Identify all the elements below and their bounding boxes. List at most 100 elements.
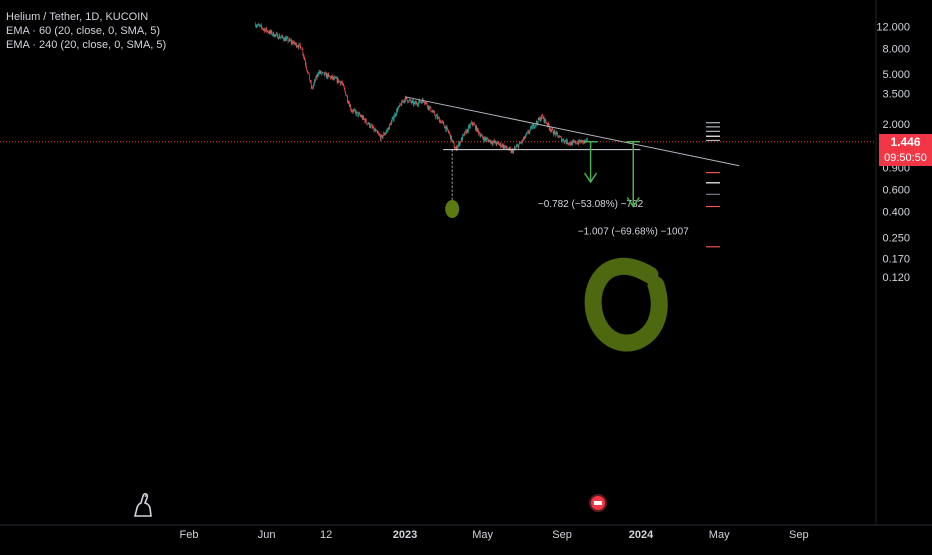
tradingview-dino-icon[interactable] xyxy=(131,490,155,518)
candle-body xyxy=(381,135,383,136)
candle-body xyxy=(318,71,320,75)
time-tick-label: 2023 xyxy=(393,529,417,541)
candle-body xyxy=(343,83,344,87)
candle-body xyxy=(580,141,582,143)
candle-body xyxy=(395,114,396,116)
candle-body xyxy=(363,116,364,119)
candle-body xyxy=(514,147,516,149)
candle-body xyxy=(492,141,494,144)
candle-body xyxy=(493,140,494,142)
candle-body xyxy=(530,127,531,130)
candle-body xyxy=(528,131,529,133)
candle-body xyxy=(442,121,444,123)
candle-body xyxy=(481,135,482,136)
candle-body xyxy=(368,122,370,125)
candle-body xyxy=(369,122,370,127)
candle-body xyxy=(488,139,489,142)
candle-body xyxy=(283,39,285,41)
time-axis[interactable]: Feb Jun 12 2023 May Sep 2024 May Sep xyxy=(180,529,809,541)
candle-body xyxy=(290,40,291,42)
candle-body xyxy=(364,119,366,123)
candle-body xyxy=(304,58,306,61)
candle-body xyxy=(435,115,437,118)
candle-body xyxy=(497,142,499,144)
candle-body xyxy=(410,99,412,102)
candle-body xyxy=(367,123,368,125)
candle-body xyxy=(538,118,540,120)
candle-body xyxy=(407,102,409,103)
candle-body xyxy=(491,141,492,143)
candle-body xyxy=(326,74,328,78)
candle-body xyxy=(312,87,313,89)
candle-body xyxy=(265,28,267,30)
candle-body xyxy=(453,142,455,148)
candle-body xyxy=(449,133,451,139)
candle-body xyxy=(266,28,267,32)
candle-body xyxy=(303,56,305,59)
candles-layer xyxy=(255,22,588,155)
candle-body xyxy=(404,99,406,101)
candle-body xyxy=(550,130,552,131)
candle-body xyxy=(268,32,270,34)
price-axis[interactable]: 12.0008.0005.0003.5002.0000.9000.6000.40… xyxy=(876,22,910,285)
candle-body xyxy=(402,101,404,103)
candle-body xyxy=(571,142,573,146)
candle-body xyxy=(404,99,405,102)
candle-body xyxy=(433,111,434,113)
candle-body xyxy=(289,39,291,41)
candle-body xyxy=(470,123,472,125)
candle-body xyxy=(317,74,319,76)
candle-body xyxy=(433,111,435,113)
candle-body xyxy=(579,139,580,142)
price-tick-label: 0.600 xyxy=(882,185,910,197)
projection-arrowhead xyxy=(626,197,640,208)
candle-body xyxy=(468,125,470,127)
candle-body xyxy=(360,115,361,116)
candle-body xyxy=(426,102,428,106)
candle-body xyxy=(377,132,379,134)
candle-body xyxy=(413,102,415,105)
time-tick-label: Sep xyxy=(789,529,809,541)
candle-body xyxy=(333,77,335,79)
ema-60-indicator[interactable]: EMA · 60 (20, close, 0, SMA, 5) xyxy=(6,25,161,37)
bar-countdown: 09:50:50 xyxy=(884,152,927,164)
candle-body xyxy=(559,136,561,137)
candle-body xyxy=(407,99,408,103)
candle-body xyxy=(487,138,489,140)
candle-body xyxy=(557,132,558,135)
candle-body xyxy=(307,72,309,73)
candle-body xyxy=(512,149,514,153)
candle-body xyxy=(392,117,394,119)
drawings-layer[interactable]: −0.782 (−53.08%) −782 −1.007 (−69.68%) −1… xyxy=(0,96,876,248)
candle-body xyxy=(302,49,304,55)
symbol-title[interactable]: Helium / Tether, 1D, KUCOIN xyxy=(6,11,149,23)
candle-body xyxy=(574,141,575,143)
candle-body xyxy=(350,105,351,110)
candle-body xyxy=(500,143,501,147)
candle-body xyxy=(351,109,352,111)
candle-body xyxy=(484,137,486,139)
candle-body xyxy=(272,32,274,35)
candle-body xyxy=(399,103,401,106)
candle-body xyxy=(438,117,440,123)
candle-body xyxy=(448,132,450,133)
candle-body xyxy=(460,141,461,143)
candle-body xyxy=(520,142,522,144)
candle-body xyxy=(356,111,357,115)
candle-body xyxy=(372,127,373,128)
candle-body xyxy=(488,140,490,142)
candle-body xyxy=(298,46,299,48)
candle-body xyxy=(259,25,260,26)
candle-body xyxy=(323,72,325,75)
us-flag-icon[interactable] xyxy=(589,494,607,512)
ema-240-indicator[interactable]: EMA · 240 (20, close, 0, SMA, 5) xyxy=(6,39,167,51)
candle-body xyxy=(363,118,365,120)
candle-body xyxy=(512,149,513,151)
candle-body xyxy=(577,142,579,144)
candle-body xyxy=(443,122,445,126)
candle-body xyxy=(397,108,399,112)
candle-body xyxy=(468,126,469,132)
candle-body xyxy=(330,76,331,79)
